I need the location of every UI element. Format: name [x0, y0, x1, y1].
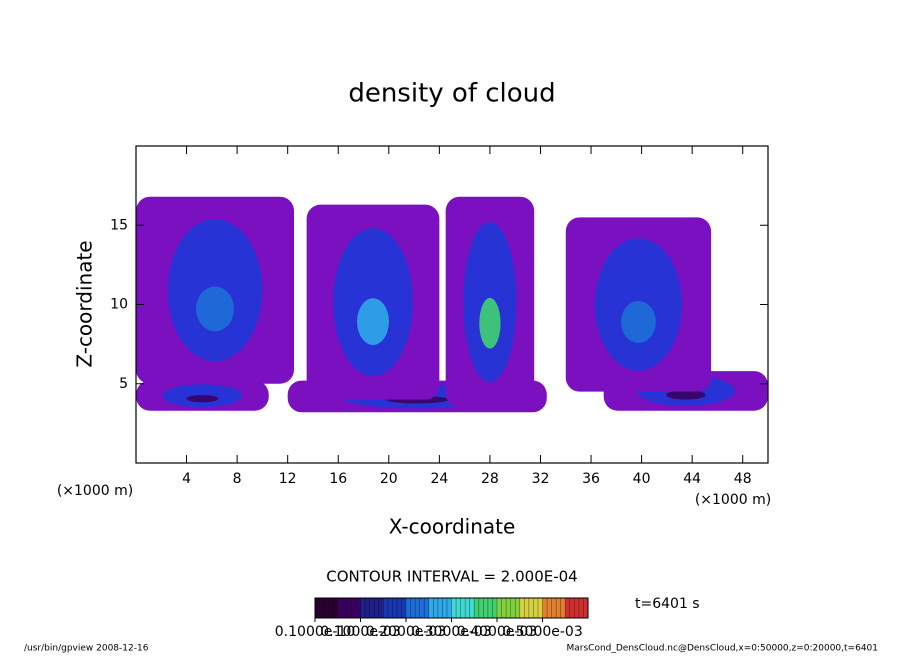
x-tick-label: 24	[430, 471, 448, 487]
colorbar-swatch	[451, 598, 475, 618]
cloud-peak	[196, 286, 234, 332]
x-tick-label: 12	[279, 471, 297, 487]
x-unit-label: (×1000 m)	[695, 492, 771, 508]
colorbar-tick-label: 0.4000e-03	[457, 624, 537, 640]
x-tick-label: 48	[734, 471, 752, 487]
colorbar-swatch	[565, 598, 589, 618]
x-tick-label: 36	[582, 471, 600, 487]
colorbar-swatch	[542, 598, 566, 618]
x-tick-label: 28	[481, 471, 499, 487]
colorbar-swatch	[497, 598, 521, 618]
colorbar-swatch	[406, 598, 430, 618]
y-axis-label: Z-coordinate	[73, 240, 97, 367]
x-tick-label: 4	[182, 471, 191, 487]
cloud-peak	[357, 298, 389, 346]
cloud-peak	[479, 297, 501, 349]
cloud-peak	[666, 390, 706, 400]
colorbar-swatch	[383, 598, 407, 618]
colorbar-swatch	[474, 598, 498, 618]
colorbar-swatch	[519, 598, 543, 618]
x-unit-label: (×1000 m)	[57, 483, 133, 499]
colorbar-swatch	[315, 598, 339, 618]
time-label: t=6401 s	[635, 596, 700, 612]
x-axis-label: X-coordinate	[389, 515, 516, 539]
colorbar-tick-label: 0.1000e-10	[275, 624, 355, 640]
colorbar-tick-label: 0.5000e-03	[502, 624, 582, 640]
contour-interval: CONTOUR INTERVAL = 2.000E-04	[326, 568, 577, 586]
x-tick-label: 32	[532, 471, 550, 487]
colorbar-tick-label: 0.2000e-03	[366, 624, 446, 640]
x-tick-label: 8	[233, 471, 242, 487]
y-tick-label: 15	[110, 217, 128, 233]
y-tick-label: 5	[119, 376, 128, 392]
colorbar-swatch	[428, 598, 452, 618]
footer-right: MarsCond_DensCloud.nc@DensCloud,x=0:5000…	[567, 644, 879, 654]
colorbar-tick-label: 0.1000e-03	[320, 624, 400, 640]
x-tick-label: 16	[329, 471, 347, 487]
y-tick-label: 10	[110, 297, 128, 313]
colorbar-swatch	[360, 598, 384, 618]
x-tick-label: 20	[380, 471, 398, 487]
x-tick-label: 44	[683, 471, 701, 487]
footer-left: /usr/bin/gpview 2008-12-16	[24, 644, 149, 654]
cloud-peak	[620, 301, 656, 343]
colorbar-swatch	[337, 598, 361, 618]
chart-title: density of cloud	[348, 79, 555, 109]
cloud-peak	[186, 395, 219, 403]
x-tick-label: 40	[633, 471, 651, 487]
colorbar-tick-label: 0.3000e-03	[411, 624, 491, 640]
